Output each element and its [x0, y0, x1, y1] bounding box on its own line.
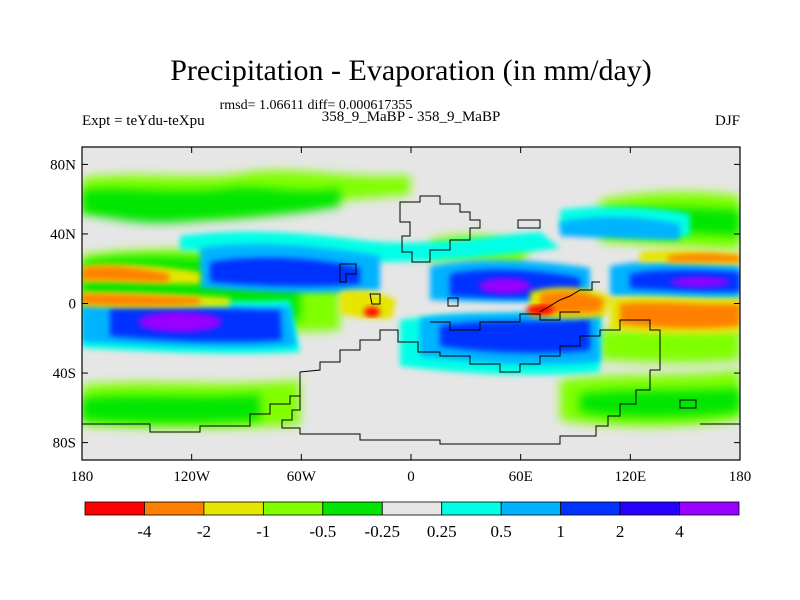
y-tick-label: 80S — [53, 436, 76, 452]
colorbar-label: 2 — [616, 522, 625, 541]
colorbar-label: -1 — [256, 522, 270, 541]
colorbar-swatch — [203, 501, 264, 516]
season-label: DJF — [715, 113, 740, 129]
map-field — [82, 147, 740, 460]
y-tick-label: 80N — [50, 157, 76, 173]
colorbar-label: 1 — [556, 522, 565, 541]
x-tick-label: 60E — [509, 469, 533, 485]
colorbar-swatch — [262, 501, 324, 516]
y-axis: 80N 40N 0 40S 80S — [50, 157, 740, 452]
stats-line: rmsd= 1.06611 diff= 0.000617355 — [220, 98, 413, 113]
colorbar-swatch — [144, 501, 205, 516]
field-violet — [138, 277, 730, 332]
colorbar-label: 0.25 — [427, 522, 457, 541]
x-axis: 180 120W 60W 0 60E 120E 180 — [71, 147, 752, 485]
x-tick-label: 180 — [71, 469, 94, 485]
x-tick-label: 60W — [287, 469, 317, 485]
coastlines — [82, 195, 740, 445]
colorbar-swatch — [500, 501, 562, 516]
colorbar-label: 4 — [675, 522, 684, 541]
chart-title: Precipitation - Evaporation (in mm/day) — [170, 54, 652, 87]
experiment-label: Expt = teYdu-teXpu — [82, 113, 205, 129]
colorbar-label: 0.5 — [491, 522, 512, 541]
colorbar-label: -0.5 — [309, 522, 336, 541]
y-tick-label: 0 — [69, 297, 77, 313]
colorbar: -4 -2 -1 -0.5 -0.25 0.25 0.5 1 2 4 — [84, 501, 740, 541]
colorbar-swatch — [441, 501, 502, 516]
colorbar-swatch — [381, 501, 443, 516]
x-tick-label: 180 — [729, 469, 752, 485]
colorbar-label: -2 — [197, 522, 211, 541]
x-tick-label: 120E — [614, 469, 646, 485]
colorbar-swatch — [322, 501, 383, 516]
y-tick-label: 40N — [50, 227, 76, 243]
x-tick-label: 120W — [173, 469, 211, 485]
colorbar-swatch — [84, 501, 145, 516]
case-label: 358_9_MaBP - 358_9_MaBP — [322, 109, 501, 125]
y-tick-label: 40S — [53, 366, 76, 382]
colorbar-swatch — [619, 501, 680, 516]
colorbar-label: -0.25 — [365, 522, 400, 541]
colorbar-swatch — [560, 501, 621, 516]
colorbar-swatch — [679, 501, 740, 516]
x-tick-label: 0 — [407, 469, 415, 485]
field-orange — [82, 253, 740, 329]
colorbar-label: -4 — [137, 522, 152, 541]
